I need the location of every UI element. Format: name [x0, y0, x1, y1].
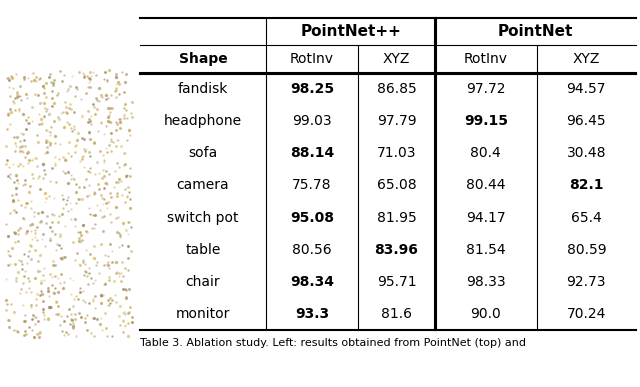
Text: 99.03: 99.03: [292, 114, 332, 128]
Text: 99.15: 99.15: [464, 114, 508, 128]
Text: 65.4: 65.4: [571, 211, 602, 224]
Text: camera: camera: [177, 178, 229, 192]
Text: fandisk: fandisk: [178, 82, 228, 96]
Text: PointNet: PointNet: [498, 24, 573, 39]
Text: 86.85: 86.85: [376, 82, 417, 96]
Text: 94.17: 94.17: [466, 211, 506, 224]
Text: RotInv: RotInv: [290, 52, 334, 66]
Text: monitor: monitor: [176, 307, 230, 321]
Text: 82.1: 82.1: [569, 178, 604, 192]
Text: RotInv: RotInv: [464, 52, 508, 66]
Text: 70.24: 70.24: [566, 307, 606, 321]
Text: 88.14: 88.14: [290, 146, 334, 160]
Text: 80.44: 80.44: [466, 178, 506, 192]
Text: table: table: [185, 243, 221, 257]
Text: 90.0: 90.0: [470, 307, 501, 321]
Text: Shape: Shape: [179, 52, 227, 66]
Text: 81.54: 81.54: [466, 243, 506, 257]
Text: chair: chair: [186, 275, 220, 289]
Text: 92.73: 92.73: [566, 275, 606, 289]
Text: 97.79: 97.79: [377, 114, 416, 128]
Text: 81.95: 81.95: [376, 211, 417, 224]
Text: XYZ: XYZ: [383, 52, 410, 66]
Text: 83.96: 83.96: [374, 243, 419, 257]
Text: Table 3. Ablation study. Left: results obtained from PointNet (top) and: Table 3. Ablation study. Left: results o…: [140, 338, 525, 348]
Text: 80.59: 80.59: [566, 243, 606, 257]
Text: 98.33: 98.33: [466, 275, 506, 289]
Text: headphone: headphone: [164, 114, 242, 128]
Text: 94.57: 94.57: [566, 82, 606, 96]
Text: 30.48: 30.48: [566, 146, 606, 160]
Text: XYZ: XYZ: [573, 52, 600, 66]
Text: 93.3: 93.3: [295, 307, 329, 321]
Text: 95.71: 95.71: [377, 275, 416, 289]
Text: 71.03: 71.03: [377, 146, 416, 160]
Text: sofa: sofa: [188, 146, 218, 160]
Text: switch pot: switch pot: [167, 211, 239, 224]
Text: 80.56: 80.56: [292, 243, 332, 257]
Text: PointNet++: PointNet++: [300, 24, 401, 39]
Text: 75.78: 75.78: [292, 178, 332, 192]
Text: 65.08: 65.08: [377, 178, 416, 192]
Text: 81.6: 81.6: [381, 307, 412, 321]
Text: 80.4: 80.4: [470, 146, 501, 160]
Text: 98.25: 98.25: [290, 82, 334, 96]
Text: 98.34: 98.34: [290, 275, 334, 289]
Text: 95.08: 95.08: [290, 211, 334, 224]
Text: 96.45: 96.45: [566, 114, 606, 128]
Text: 97.72: 97.72: [466, 82, 506, 96]
